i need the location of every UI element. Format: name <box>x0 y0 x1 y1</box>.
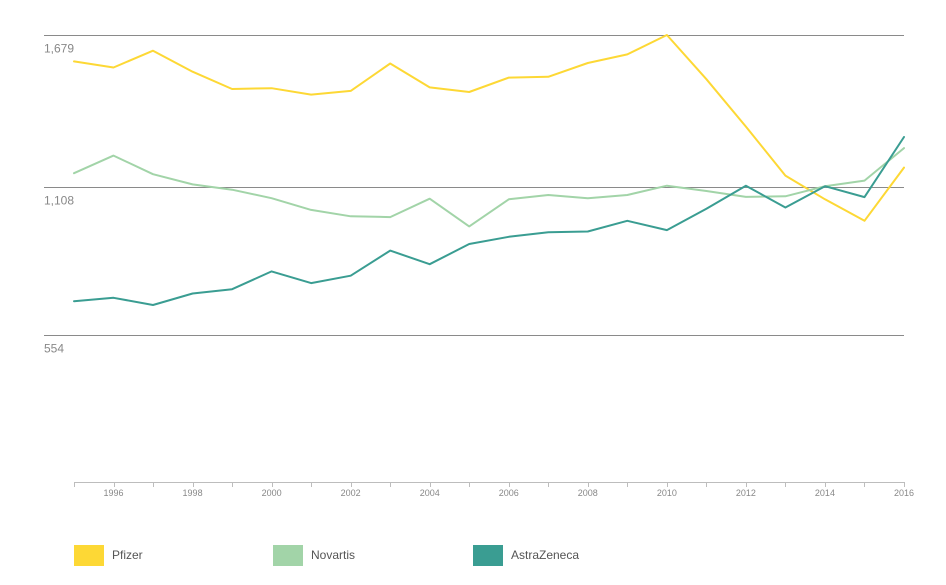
legend-item-astrazeneca[interactable]: AstraZeneca <box>473 543 579 567</box>
x-tick-label: 2010 <box>657 488 677 498</box>
x-tick-label: 2012 <box>736 488 756 498</box>
x-tick-label: 2000 <box>262 488 282 498</box>
series-lines <box>73 34 905 306</box>
y-tick-label: 554 <box>44 342 64 356</box>
y-tick-labels: 1,679 1,108 554 <box>44 42 74 356</box>
y-tick-label: 1,679 <box>44 42 74 56</box>
x-tick-label: 1998 <box>183 488 203 498</box>
x-tick-label: 2008 <box>578 488 598 498</box>
legend-item-novartis[interactable]: Novartis <box>273 543 355 567</box>
x-axis: 1996 1998 2000 2002 2004 2006 2008 2010 2012 2014… <box>74 482 914 498</box>
legend-swatch-pfizer <box>74 544 104 566</box>
y-gridlines <box>44 35 904 336</box>
legend: Pfizer Novartis AstraZeneca <box>0 543 946 569</box>
x-tick-label: 2014 <box>815 488 835 498</box>
series-line-astrazeneca <box>73 136 905 306</box>
x-tick-label: 2016 <box>894 488 914 498</box>
legend-label-pfizer: Pfizer <box>112 548 143 562</box>
series-line-pfizer <box>73 34 905 222</box>
x-tick-label: 2002 <box>341 488 361 498</box>
legend-swatch-astrazeneca <box>473 544 503 566</box>
legend-label-astrazeneca: AstraZeneca <box>511 548 580 562</box>
legend-swatch-novartis <box>273 544 303 566</box>
x-tick-label: 2004 <box>420 488 440 498</box>
x-tick-label: 2006 <box>499 488 519 498</box>
x-tick-label: 1996 <box>104 488 124 498</box>
legend-label-novartis: Novartis <box>311 548 356 562</box>
y-tick-label: 1,108 <box>44 194 74 208</box>
legend-item-pfizer[interactable]: Pfizer <box>74 543 143 567</box>
